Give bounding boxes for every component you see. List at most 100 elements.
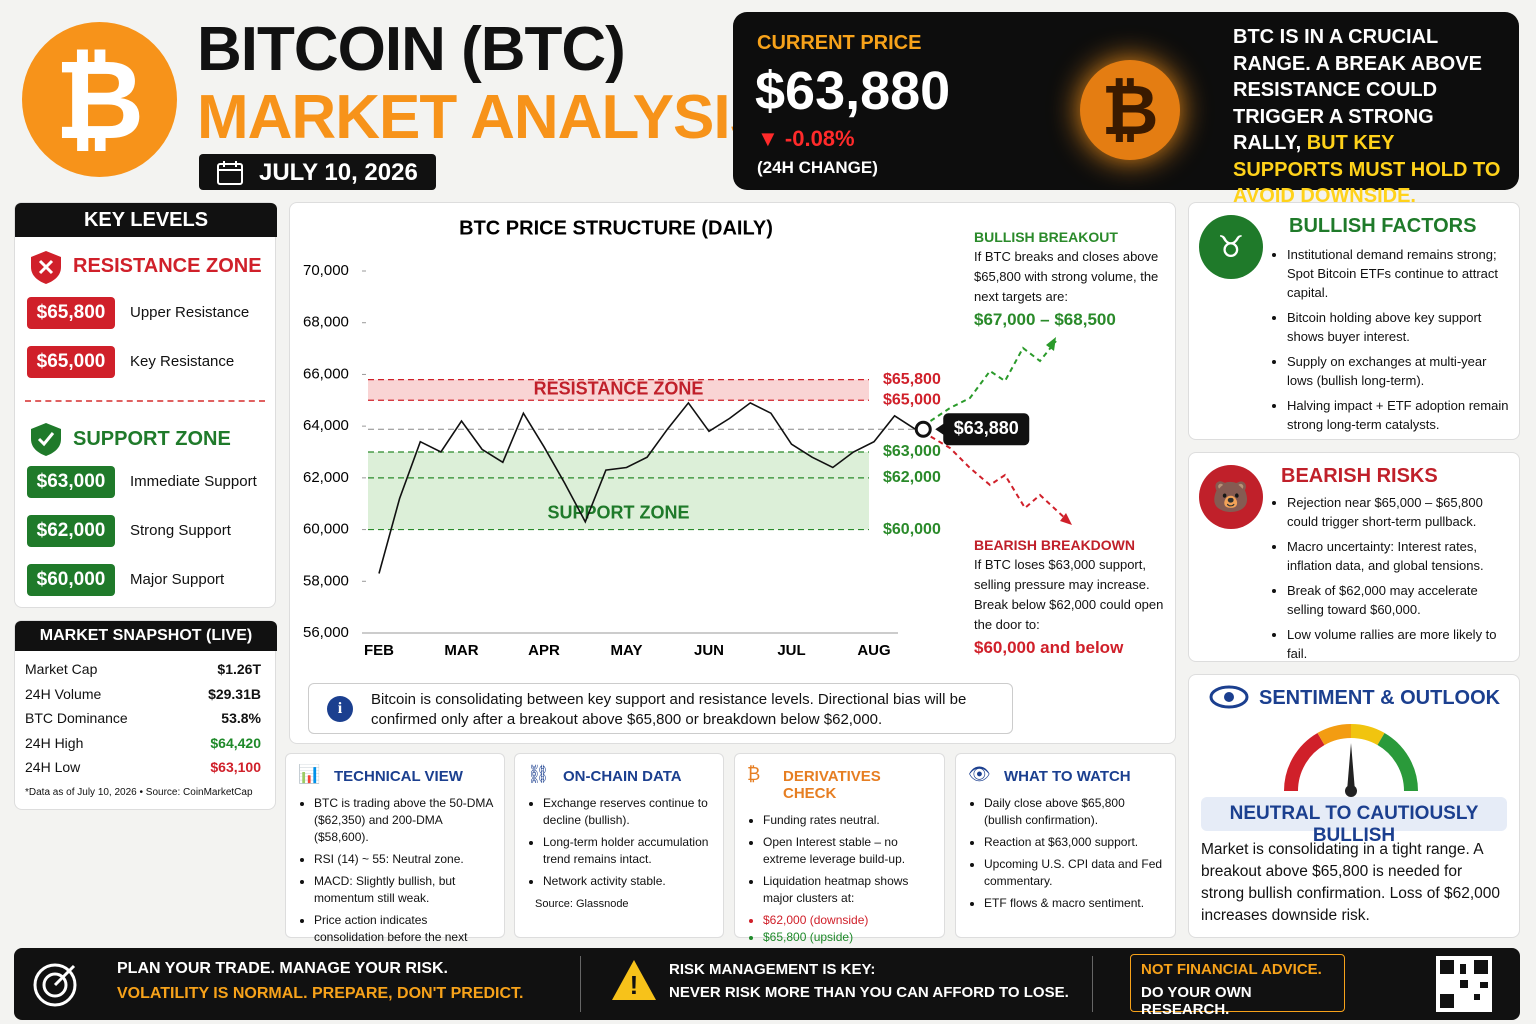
snapshot-row: 24H Volume $29.31B: [25, 686, 261, 702]
disclaimer: NOT FINANCIAL ADVICE. DO YOUR OWN RESEAR…: [1130, 954, 1345, 1018]
calendar-icon: [217, 161, 243, 185]
panel-icon: 👁: [968, 764, 991, 785]
shape: [1460, 980, 1468, 988]
panel-title: DERIVATIVES CHECK: [783, 768, 881, 802]
y-tick-label: 60,000: [303, 521, 349, 538]
current-badge: [943, 413, 1030, 446]
change-note: (24H CHANGE): [757, 158, 878, 177]
message: BTC IS IN A CRUCIAL RANGE. A BREAK ABOVE…: [1233, 26, 1482, 154]
bullish-scenario: BULLISH BREAKOUT If BTC breaks and close…: [974, 227, 1164, 330]
metric-value: $29.31B: [208, 685, 261, 702]
list-item: Upcoming U.S. CPI data and Fed commentar…: [984, 856, 1165, 890]
price-line: [378, 401, 916, 574]
scenario-text: If BTC loses $63,000 support, selling pr…: [974, 557, 1164, 632]
divider: [25, 400, 265, 402]
bearish-path: [922, 431, 1069, 522]
info-panel: ₿ DERIVATIVES CHECK Funding rates neutral.…: [734, 753, 945, 960]
panel-title: SENTIMENT & OUTLOOK: [1259, 687, 1501, 709]
change-value: -0.08%: [784, 126, 855, 151]
panel-title: BULLISH FACTORS: [1289, 215, 1477, 237]
sentiment-text: Market is consolidating in a tight range…: [1201, 841, 1500, 924]
shape: [37, 432, 55, 447]
shape: [1480, 982, 1488, 988]
snapshot: MARKET SNAPSHOT (LIVE) Market Cap $1.26T 2…: [14, 620, 277, 810]
sentiment: SENTIMENT & OUTLOOK NEUTRAL TO CAUTIOUSL…: [1188, 674, 1520, 938]
shape: [1440, 960, 1454, 974]
bull-icon: ♉: [1199, 215, 1263, 279]
panel-title: MARKET SNAPSHOT (LIVE): [15, 621, 277, 651]
level-label: $63,000: [883, 443, 941, 460]
level-price: $65,800: [27, 297, 115, 329]
level-label: Upper Resistance: [130, 304, 250, 321]
cluster-item: $62,000 (downside): [763, 912, 934, 929]
key-levels: KEY LEVELS RESISTANCE ZONE $65,800 Upper …: [14, 202, 277, 608]
verdict: NEUTRAL TO CAUTIOUSLY BULLISH: [1201, 797, 1507, 846]
gauge: [1283, 723, 1419, 797]
metric: 24H Volume: [25, 685, 102, 702]
shape: [1283, 732, 1325, 792]
scenario-title: BEARISH BREAKDOWN: [974, 537, 1135, 553]
shape: !: [630, 970, 639, 1000]
shape: [1317, 723, 1352, 746]
shield-icon: [31, 251, 61, 284]
shape: [1209, 685, 1249, 709]
footer: PLAN YOUR TRADE. MANAGE YOUR RISK. VOLAT…: [14, 948, 1520, 1020]
shape: [1350, 723, 1385, 746]
list-item: Bitcoin holding above key support shows …: [1287, 308, 1509, 346]
level-price: $62,000: [27, 515, 115, 547]
metric: BTC Dominance: [25, 710, 128, 726]
snapshot-row: 24H High $64,420: [25, 735, 261, 751]
x-tick-label: AUG: [857, 642, 890, 659]
divider: [580, 956, 581, 1012]
bearish-risks: 🐻 BEARISH RISKS Rejection near $65,000 –…: [1188, 452, 1520, 662]
title: BITCOIN (BTC): [197, 15, 626, 84]
panel-title: ON-CHAIN DATA: [563, 768, 682, 785]
x-tick-label: MAR: [444, 642, 478, 659]
zone: [368, 452, 869, 530]
btc-logo: ₿: [22, 22, 177, 177]
list-item: Funding rates neutral.: [763, 812, 934, 829]
zone-label: SUPPORT ZONE: [547, 502, 689, 522]
level-label: Immediate Support: [130, 473, 257, 490]
x-tick-label: JUN: [694, 642, 724, 659]
bullish-factors: ♉ BULLISH FACTORS Institutional demand r…: [1188, 202, 1520, 440]
panel-icon: ⛓: [527, 764, 550, 785]
panel-icon: ₿: [747, 764, 761, 785]
zone: [368, 379, 869, 401]
panel-list: Exchange reserves continue to decline (b…: [525, 795, 713, 890]
shape: [53, 964, 76, 987]
list-item: Open Interest stable – no extreme levera…: [763, 834, 934, 868]
message-highlight: BUT KEY SUPPORTS MUST HOLD TO AVOID DOWN…: [1233, 132, 1501, 207]
price: $63,880: [755, 61, 951, 121]
list-item: Long-term holder accumulation trend rema…: [543, 834, 713, 868]
list-item: Halving impact + ETF adoption remain str…: [1287, 396, 1509, 434]
list-item: Institutional demand remains strong; Spo…: [1287, 245, 1509, 302]
y-tick-label: 68,000: [303, 314, 349, 331]
list-item: Liquidation heatmap shows major clusters…: [763, 873, 934, 907]
metric-value: $63,100: [210, 759, 261, 775]
shape: [1460, 964, 1466, 974]
scenario-target: $67,000 – $68,500: [974, 310, 1116, 329]
cluster-item: $65,800 (upside): [763, 929, 934, 946]
footer-line: VOLATILITY IS NORMAL. PREPARE, DON'T PRE…: [117, 985, 524, 1002]
metric: 24H Low: [25, 759, 81, 775]
list-item: RSI (14) ~ 55: Neutral zone.: [314, 851, 494, 868]
risk-text: NEVER RISK MORE THAN YOU CAN AFFORD TO L…: [669, 984, 1069, 1001]
list-item: BTC is trading above the 50-DMA ($62,350…: [314, 795, 494, 846]
y-tick-label: 62,000: [303, 469, 349, 486]
list-item: Daily close above $65,800 (bullish confi…: [984, 795, 1165, 829]
x-tick-label: FEB: [364, 642, 394, 659]
list-item: MACD: Slightly bullish, but momentum sti…: [314, 873, 494, 907]
zone-title: RESISTANCE ZONE: [73, 255, 262, 277]
badge-pointer: [935, 423, 945, 436]
shape: [1345, 785, 1357, 797]
panel-list: BTC is trading above the 50-DMA ($62,350…: [296, 795, 494, 963]
chart-panel: BTC PRICE STRUCTURE (DAILY) RESISTANCE Z…: [289, 202, 1176, 744]
panel-title: KEY LEVELS: [15, 203, 277, 237]
disclaimer-line: DO YOUR OWN RESEARCH.: [1141, 984, 1252, 1018]
panel-title: WHAT TO WATCH: [1004, 768, 1131, 785]
y-tick-label: 58,000: [303, 572, 349, 589]
subtitle: MARKET ANALYSIS: [197, 83, 771, 152]
y-tick-label: 70,000: [303, 262, 349, 279]
x-tick-label: APR: [528, 642, 560, 659]
